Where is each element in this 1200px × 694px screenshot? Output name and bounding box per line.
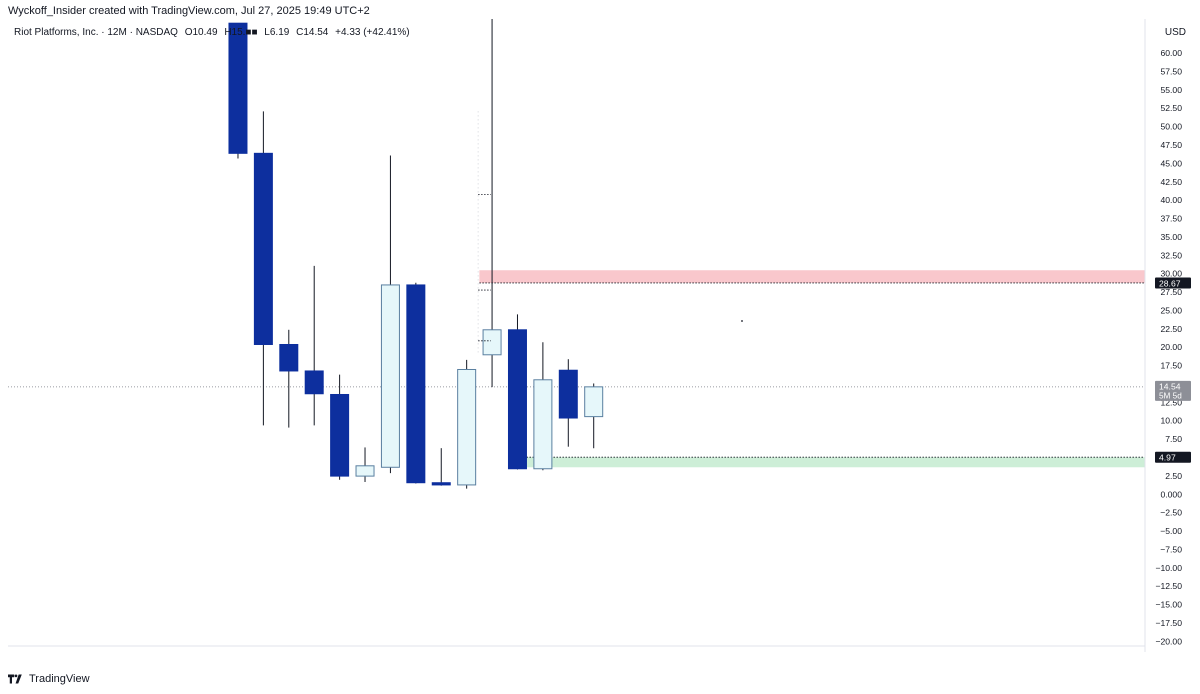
support-price-tag: 4.97 xyxy=(1159,453,1176,463)
plot-area xyxy=(8,19,1145,489)
symbol-label: Riot Platforms, Inc. · 12M · NASDAQ xyxy=(14,27,178,38)
y-tick-label: 42.50 xyxy=(1160,177,1182,187)
y-tick-label: 17.50 xyxy=(1160,361,1182,371)
chart-credit: Wyckoff_Insider created with TradingView… xyxy=(8,5,370,17)
symbol-legend: Riot Platforms, Inc. · 12M · NASDAQ O10.… xyxy=(14,27,414,38)
y-tick-label: 10.00 xyxy=(1160,416,1182,426)
y-tick-label: 2.50 xyxy=(1165,471,1182,481)
candle-body-2021 xyxy=(482,329,502,356)
y-tick-label: 30.00 xyxy=(1160,269,1182,279)
y-tick-label: −20.00 xyxy=(1155,636,1182,646)
candle-body-2014 xyxy=(304,370,324,395)
support-zone xyxy=(517,457,1145,468)
y-tick-label: 20.00 xyxy=(1160,342,1182,352)
y-tick-label: −12.50 xyxy=(1155,581,1182,591)
y-tick-label: 27.50 xyxy=(1160,287,1182,297)
tradingview-footer: TradingView xyxy=(8,673,90,685)
legend-close: C14.54 xyxy=(296,27,329,38)
countdown-tag: 5M 5d xyxy=(1159,391,1182,400)
candle-body-2019 xyxy=(431,482,451,486)
tradingview-brand: TradingView xyxy=(29,673,90,685)
y-tick-label: 7.50 xyxy=(1165,434,1182,444)
chart-area[interactable]: 60.00 57.50 55.00 52.50 50.00 47.50 45.00 42.50… xyxy=(8,19,1192,652)
legend-low: L6.19 xyxy=(264,27,290,38)
candle-body-2018 xyxy=(406,284,426,484)
y-tick-label: 0.000 xyxy=(1160,489,1182,499)
currency-label[interactable]: USD xyxy=(1164,27,1186,38)
y-tick-label: 32.50 xyxy=(1160,250,1182,260)
candle-body-2023 xyxy=(533,379,553,470)
y-tick-label: −10.00 xyxy=(1155,563,1182,573)
candle-body-2024 xyxy=(558,369,578,419)
y-tick-label: 47.50 xyxy=(1160,140,1182,150)
last-price-tag: 14.54 xyxy=(1159,381,1181,391)
y-tick-label: 50.00 xyxy=(1160,122,1182,132)
y-tick-label: −7.50 xyxy=(1160,544,1182,554)
tradingview-logo-icon xyxy=(8,674,22,684)
resistance-price-tag: 28.67 xyxy=(1159,278,1181,288)
candle-body-2022 xyxy=(507,329,527,470)
y-tick-label: 52.50 xyxy=(1160,103,1182,113)
candle-body-2016 xyxy=(355,465,375,477)
candle-body-2011 xyxy=(228,22,248,154)
candle-body-2012 xyxy=(253,152,273,345)
legend-high: H15.■■ xyxy=(224,27,258,38)
y-tick-label: 55.00 xyxy=(1160,85,1182,95)
y-tick-label: 25.00 xyxy=(1160,305,1182,315)
legend-open: O10.49 xyxy=(184,27,218,38)
y-tick-label: −17.50 xyxy=(1155,618,1182,628)
support-price-tag-bg xyxy=(1155,451,1191,463)
y-tick-label: 45.00 xyxy=(1160,158,1182,168)
legend-change: +4.33 (+42.41%) xyxy=(335,27,410,38)
candle-body-2013 xyxy=(279,343,299,372)
y-tick-label: 35.00 xyxy=(1160,232,1182,242)
y-tick-label: 22.50 xyxy=(1160,324,1182,334)
last-price-tag-bg xyxy=(1155,380,1191,401)
candle-body-2020 xyxy=(457,368,477,486)
y-tick-label: 12.50 xyxy=(1160,397,1182,407)
y-tick-label: −15.00 xyxy=(1155,600,1182,610)
y-tick-label: 40.00 xyxy=(1160,195,1182,205)
candlestick-chart[interactable]: 60.00 57.50 55.00 52.50 50.00 47.50 45.00 42.50… xyxy=(8,19,1192,652)
y-tick-label: 60.00 xyxy=(1160,48,1182,58)
y-tick-label: 37.50 xyxy=(1160,214,1182,224)
resistance-price-tag-bg xyxy=(1155,277,1191,289)
candle-body-2015 xyxy=(330,393,350,477)
y-tick-label: −5.00 xyxy=(1160,526,1182,536)
stray-mark xyxy=(741,320,743,322)
candle-body-2017 xyxy=(380,284,400,468)
y-tick-label: −2.50 xyxy=(1160,508,1182,518)
candle-body-2025 xyxy=(584,386,604,418)
resistance-zone xyxy=(479,270,1145,283)
y-tick-label: 57.50 xyxy=(1160,66,1182,76)
